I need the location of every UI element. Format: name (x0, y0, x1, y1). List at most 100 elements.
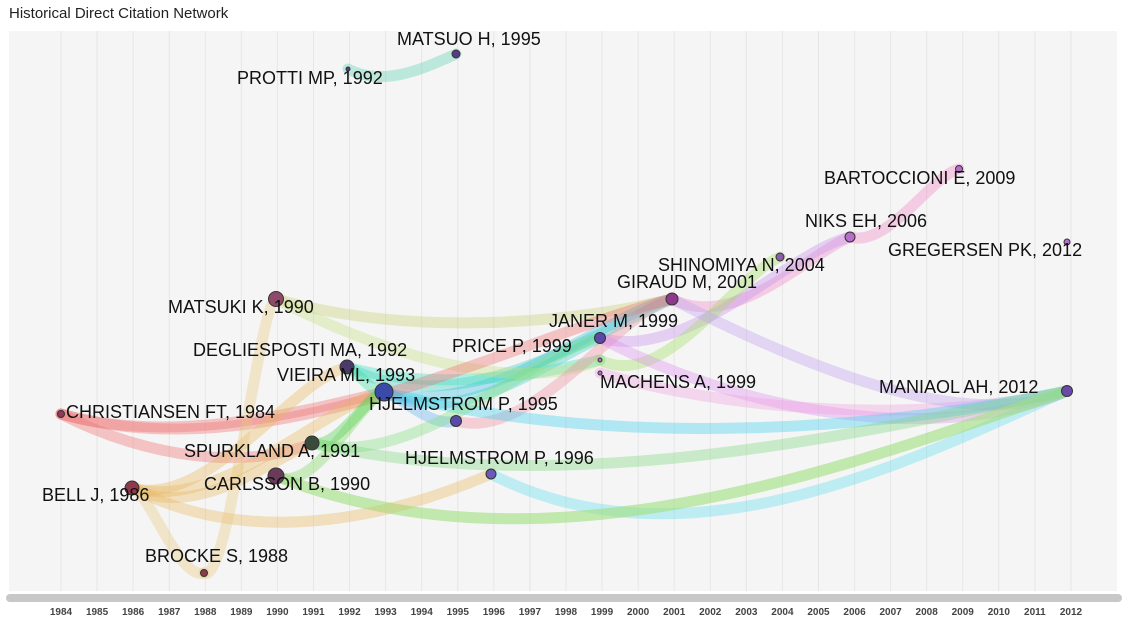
citation-link-machens-maniaol (594, 367, 1073, 416)
citation-link-vieira-maniaol (378, 385, 1073, 434)
node-brocke[interactable] (200, 569, 208, 577)
node-label-brocke: BROCKE S, 1988 (145, 546, 288, 566)
year-label-1986: 1986 (122, 607, 145, 618)
year-label-1992: 1992 (338, 607, 361, 618)
node-label-janer: JANER M, 1999 (549, 311, 678, 331)
citation-link-price-shinomiya (594, 251, 786, 372)
node-gregersen[interactable] (1063, 238, 1071, 246)
node-label-machens: MACHENS A, 1999 (600, 372, 756, 392)
node-label-price: PRICE P, 1999 (452, 336, 572, 356)
node-hjelmstrom95[interactable] (450, 415, 462, 427)
year-label-2000: 2000 (627, 607, 650, 618)
node-spurkland[interactable] (304, 435, 320, 451)
citation-link-matsuki-price (270, 293, 606, 379)
citation-link-brocke-bell (126, 482, 210, 579)
node-label-degliesposti: DEGLIESPOSTI MA, 1992 (193, 340, 407, 360)
node-bell[interactable] (124, 480, 140, 496)
node-label-hjelmstrom95: HJELMSTROM P, 1995 (369, 394, 558, 414)
citation-link-janer-maniaol (594, 332, 1073, 425)
year-label-2012: 2012 (1060, 607, 1083, 618)
year-label-1999: 1999 (591, 607, 614, 618)
node-shinomiya[interactable] (775, 252, 785, 262)
paper-labels: MATSUO H, 1995 PROTTI MP, 1992 BARTOCCIONI… (42, 29, 1082, 566)
citation-link-hjelmstrom95-giraud (450, 293, 678, 429)
node-hjelmstrom96[interactable] (485, 468, 497, 480)
citation-link-christiansen-spurkland (55, 408, 318, 464)
citation-link-bell-vieira (126, 386, 390, 498)
chart-title: Historical Direct Citation Network (9, 5, 229, 22)
year-label-2009: 2009 (952, 607, 975, 618)
year-label-1991: 1991 (302, 607, 325, 618)
year-label-1998: 1998 (555, 607, 578, 618)
node-label-christiansen: CHRISTIANSEN FT, 1984 (66, 402, 275, 422)
node-label-protti: PROTTI MP, 1992 (237, 68, 383, 88)
year-label-2004: 2004 (771, 607, 794, 618)
node-label-shinomiya: SHINOMIYA N, 2004 (658, 255, 825, 275)
year-label-2007: 2007 (879, 607, 902, 618)
year-label-1984: 1984 (50, 607, 73, 618)
year-label-1994: 1994 (411, 607, 434, 618)
year-label-1997: 1997 (519, 607, 542, 618)
node-matsuki[interactable] (268, 291, 284, 307)
node-vieira[interactable] (374, 382, 394, 402)
node-label-vieira: VIEIRA ML, 1993 (277, 365, 415, 385)
node-janer[interactable] (594, 332, 606, 344)
year-label-1990: 1990 (266, 607, 289, 618)
year-axis: 1984 1985 1986 1987 1988 1989 1990 1991 1992 1993… (50, 607, 1083, 618)
node-label-bartoccioni: BARTOCCIONI E, 2009 (824, 168, 1015, 188)
citation-link-bell-spurkland (126, 437, 318, 504)
node-label-giraud: GIRAUD M, 2001 (617, 272, 757, 292)
node-degliesposti[interactable] (339, 359, 355, 375)
year-label-2006: 2006 (843, 607, 866, 618)
year-label-1995: 1995 (447, 607, 470, 618)
year-label-2008: 2008 (916, 607, 939, 618)
node-label-maniaol: MANIAOL AH, 2012 (879, 377, 1038, 397)
node-carlsson[interactable] (267, 467, 285, 485)
citation-link-janer-niks (594, 231, 856, 348)
node-label-hjelmstrom96: HJELMSTROM P, 1996 (405, 448, 594, 468)
node-label-gregersen: GREGERSEN PK, 2012 (888, 240, 1082, 260)
paper-nodes (57, 49, 1073, 577)
year-label-2002: 2002 (699, 607, 722, 618)
node-giraud[interactable] (665, 292, 679, 306)
year-label-1993: 1993 (375, 607, 398, 618)
year-label-1985: 1985 (86, 607, 109, 618)
citation-link-brocke-matsuki (198, 293, 282, 579)
node-label-carlsson: CARLSSON B, 1990 (204, 474, 370, 494)
year-label-2011: 2011 (1024, 607, 1046, 618)
citation-link-carlsson-vieira (270, 386, 390, 485)
timeline-scrollbar[interactable] (6, 594, 1122, 602)
node-protti[interactable] (345, 66, 351, 72)
year-gridlines (60, 31, 1072, 591)
citation-link-bell-degliesposti (126, 361, 353, 496)
year-label-1996: 1996 (483, 607, 506, 618)
plot-background (9, 31, 1117, 591)
citation-link-matsuki-giraud (270, 293, 678, 329)
node-label-niks: NIKS EH, 2006 (805, 211, 927, 231)
citation-link-bell-hjelmstrom96 (126, 468, 497, 528)
citation-link-hjelmstrom96-maniaol (485, 385, 1073, 520)
citation-link-vieira-janer (378, 332, 606, 409)
node-maniaol[interactable] (1061, 385, 1073, 397)
year-label-2010: 2010 (988, 607, 1011, 618)
citation-link-carlsson-maniaol (270, 385, 1073, 525)
year-label-1987: 1987 (158, 607, 181, 618)
node-matsuo[interactable] (451, 49, 461, 59)
year-label-2005: 2005 (807, 607, 830, 618)
citation-link-spurkland-maniaol (306, 385, 1073, 472)
node-price[interactable] (597, 357, 603, 363)
node-label-matsuo: MATSUO H, 1995 (397, 29, 541, 49)
node-bartoccioni[interactable] (955, 165, 963, 173)
citation-link-degliesposti-price (341, 354, 606, 386)
node-machens[interactable] (597, 370, 603, 376)
node-label-bell: BELL J, 1986 (42, 485, 149, 505)
year-label-1988: 1988 (194, 607, 217, 618)
node-niks[interactable] (844, 231, 856, 243)
citation-link-giraud-niks (666, 231, 856, 313)
node-christiansen[interactable] (57, 410, 65, 418)
year-label-2001: 2001 (663, 607, 686, 618)
year-label-1989: 1989 (230, 607, 253, 618)
citation-link-christiansen-vieira (55, 386, 390, 433)
citation-link-spurkland-janer (306, 332, 606, 453)
citation-link-giraud-maniaol (666, 293, 1073, 411)
